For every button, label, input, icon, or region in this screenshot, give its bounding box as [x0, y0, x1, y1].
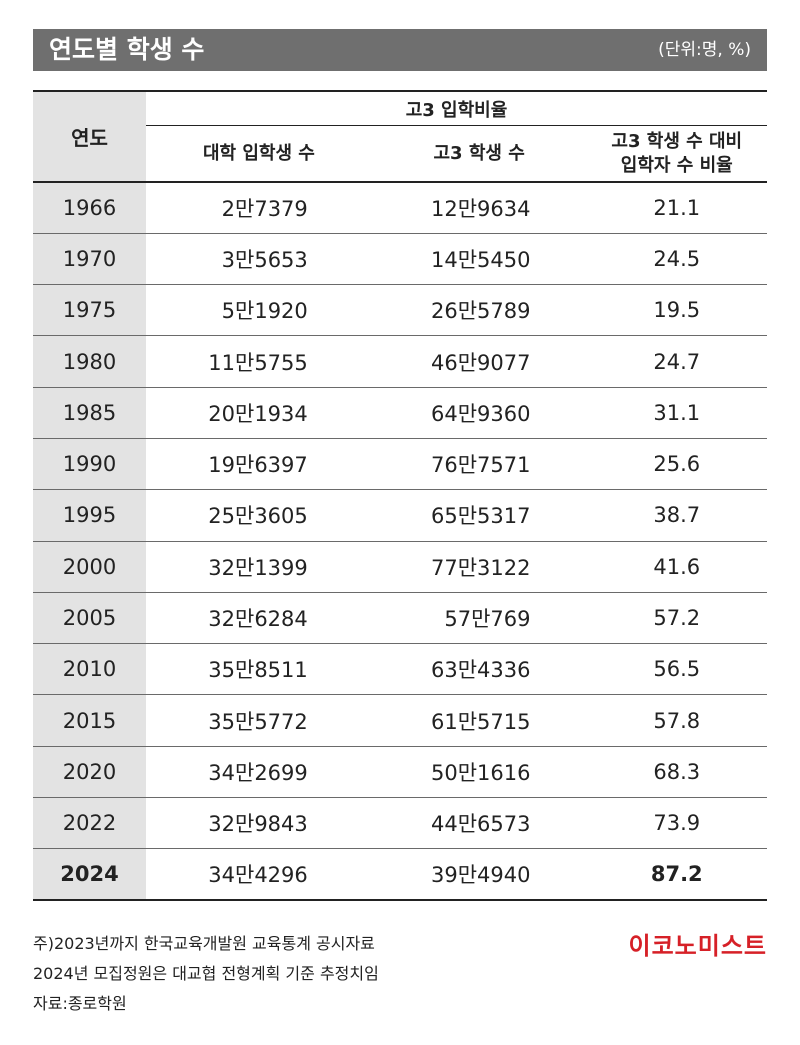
entrants-cell: 20만1934 — [208, 401, 308, 426]
source-note: 자료:종로학원 — [33, 994, 127, 1013]
year-cell: 1995 — [33, 489, 146, 542]
entrants-cell: 19만6397 — [208, 453, 308, 478]
group-header: 고3 입학비율 — [146, 91, 767, 126]
table-row: 1995 25만3605 65만5317 38.7 — [33, 489, 767, 542]
year-cell: 1970 — [33, 233, 146, 285]
table-header-row: 연도 고3 입학비율 — [33, 91, 767, 183]
table-row: 1990 19만6397 76만7571 25.6 — [33, 438, 767, 490]
table-row: 1980 11만5755 46만9077 24.7 — [33, 335, 767, 388]
ratio-column-header: 고3 학생 수 대비 입학자 수 비율 — [586, 125, 767, 183]
seniors-cell: 46만9077 — [431, 350, 531, 375]
data-table: 연도 고3 입학비율 대학 입학생 수 고3 학생 수 고3 학생 수 대비 입… — [33, 90, 767, 901]
footnotes: 주)2023년까지 한국교육개발원 교육통계 공시자료 2024년 모집정원은 … — [33, 929, 379, 1019]
ratio-cell: 24.7 — [653, 349, 701, 374]
seniors-cell: 76만7571 — [431, 453, 531, 478]
table-row: 1985 20만1934 64만9360 31.1 — [33, 387, 767, 439]
seniors-column-header: 고3 학생 수 — [371, 125, 587, 183]
seniors-cell: 50만1616 — [431, 760, 531, 785]
seniors-cell: 26만5789 — [431, 299, 531, 324]
entrants-cell: 11만5755 — [208, 350, 308, 375]
ratio-cell: 57.2 — [653, 606, 701, 631]
year-cell: 2000 — [33, 541, 146, 593]
seniors-cell: 77만3122 — [431, 555, 531, 580]
year-cell: 1985 — [33, 387, 146, 439]
table-row: 1966 2만7379 12만9634 21.1 — [33, 182, 767, 234]
table-row: 1975 5만1920 26만5789 19.5 — [33, 284, 767, 336]
entrants-cell: 32만9843 — [208, 812, 308, 837]
title-bar: 연도별 학생 수 (단위:명, %) — [33, 29, 767, 71]
year-column-header: 연도 — [33, 91, 146, 183]
entrants-cell: 35만8511 — [208, 658, 308, 683]
seniors-cell: 12만9634 — [431, 196, 531, 221]
ratio-cell: 87.2 — [650, 862, 703, 887]
table-row: 2000 32만1399 77만3122 41.6 — [33, 541, 767, 593]
table-row: 2010 35만8511 63만4336 56.5 — [33, 643, 767, 695]
year-cell: 2010 — [33, 643, 146, 695]
ratio-cell: 25.6 — [653, 452, 701, 477]
ratio-cell: 57.8 — [653, 708, 701, 733]
seniors-cell: 44만6573 — [431, 812, 531, 837]
table-row: 2020 34만2699 50만1616 68.3 — [33, 746, 767, 798]
entrants-cell: 32만6284 — [208, 607, 308, 632]
year-cell: 1975 — [33, 284, 146, 336]
year-cell: 2024 — [33, 848, 146, 901]
entrants-cell: 5만1920 — [221, 299, 308, 324]
ratio-cell: 73.9 — [653, 811, 701, 836]
seniors-cell: 61만5715 — [431, 709, 531, 734]
year-cell: 2015 — [33, 694, 146, 747]
year-cell: 2005 — [33, 592, 146, 644]
ratio-cell: 31.1 — [653, 400, 701, 425]
page-title: 연도별 학생 수 — [49, 35, 205, 64]
entrants-cell: 32만1399 — [208, 555, 308, 580]
year-cell: 2020 — [33, 746, 146, 798]
year-cell: 1966 — [33, 182, 146, 234]
entrants-cell: 34만4296 — [208, 863, 308, 888]
year-cell: 2022 — [33, 797, 146, 849]
ratio-cell: 68.3 — [653, 759, 701, 784]
entrants-cell: 2만7379 — [221, 196, 308, 221]
ratio-cell: 41.6 — [653, 554, 701, 579]
footnote-line-2: 2024년 모집정원은 대교협 전형계획 기준 추정치임 — [33, 964, 379, 983]
seniors-cell: 14만5450 — [431, 247, 531, 272]
ratio-cell: 56.5 — [653, 657, 701, 682]
ratio-cell: 24.5 — [653, 246, 701, 271]
seniors-cell: 64만9360 — [431, 401, 531, 426]
unit-label: (단위:명, %) — [658, 40, 751, 60]
seniors-cell: 57만769 — [444, 607, 531, 632]
entrants-cell: 34만2699 — [208, 760, 308, 785]
ratio-cell: 19.5 — [653, 298, 701, 323]
footnote-line-1: 주)2023년까지 한국교육개발원 교육통계 공시자료 — [33, 934, 375, 953]
seniors-cell: 39만4940 — [431, 863, 531, 888]
ratio-header-line1: 고3 학생 수 대비 — [611, 130, 743, 152]
year-cell: 1980 — [33, 335, 146, 388]
table-subheader-row: 대학 입학생 수 고3 학생 수 고3 학생 수 대비 입학자 수 비율 — [33, 125, 767, 183]
table-row: 2024 34만4296 39만4940 87.2 — [33, 848, 767, 901]
ratio-cell: 38.7 — [653, 503, 701, 528]
seniors-cell: 65만5317 — [431, 504, 531, 529]
table-row: 2005 32만6284 57만769 57.2 — [33, 592, 767, 644]
entrants-cell: 25만3605 — [208, 504, 308, 529]
table-row: 1970 3만5653 14만5450 24.5 — [33, 233, 767, 285]
entrants-cell: 3만5653 — [221, 247, 308, 272]
economist-logo: 이코노미스트 — [628, 932, 767, 960]
ratio-cell: 21.1 — [653, 195, 701, 220]
table-row: 2015 35만5772 61만5715 57.8 — [33, 694, 767, 747]
year-cell: 1990 — [33, 438, 146, 490]
entrants-cell: 35만5772 — [208, 709, 308, 734]
entrants-column-header: 대학 입학생 수 — [146, 125, 372, 183]
ratio-header-line2: 입학자 수 비율 — [620, 154, 733, 176]
table-row: 2022 32만9843 44만6573 73.9 — [33, 797, 767, 849]
seniors-cell: 63만4336 — [431, 658, 531, 683]
